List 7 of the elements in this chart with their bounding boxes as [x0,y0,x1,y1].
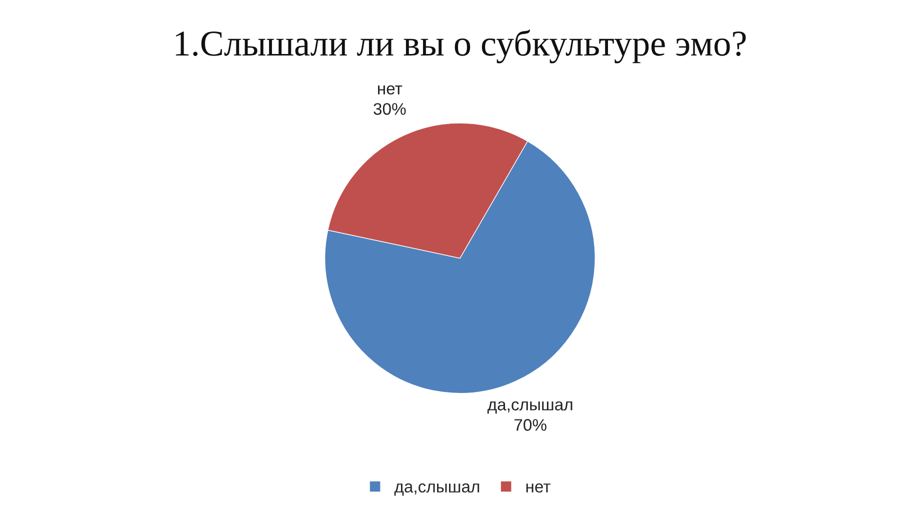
legend-label: да,слышал [394,483,480,496]
chart-title: 1.Слышали ли вы о субкультуре эмо? [176,30,746,64]
slice-label: да,слышал [487,401,572,414]
data-label: 30% [374,103,406,115]
slice-label: нет [378,85,402,94]
data-label: 70% [514,419,546,431]
legend-label: нет [526,483,550,493]
